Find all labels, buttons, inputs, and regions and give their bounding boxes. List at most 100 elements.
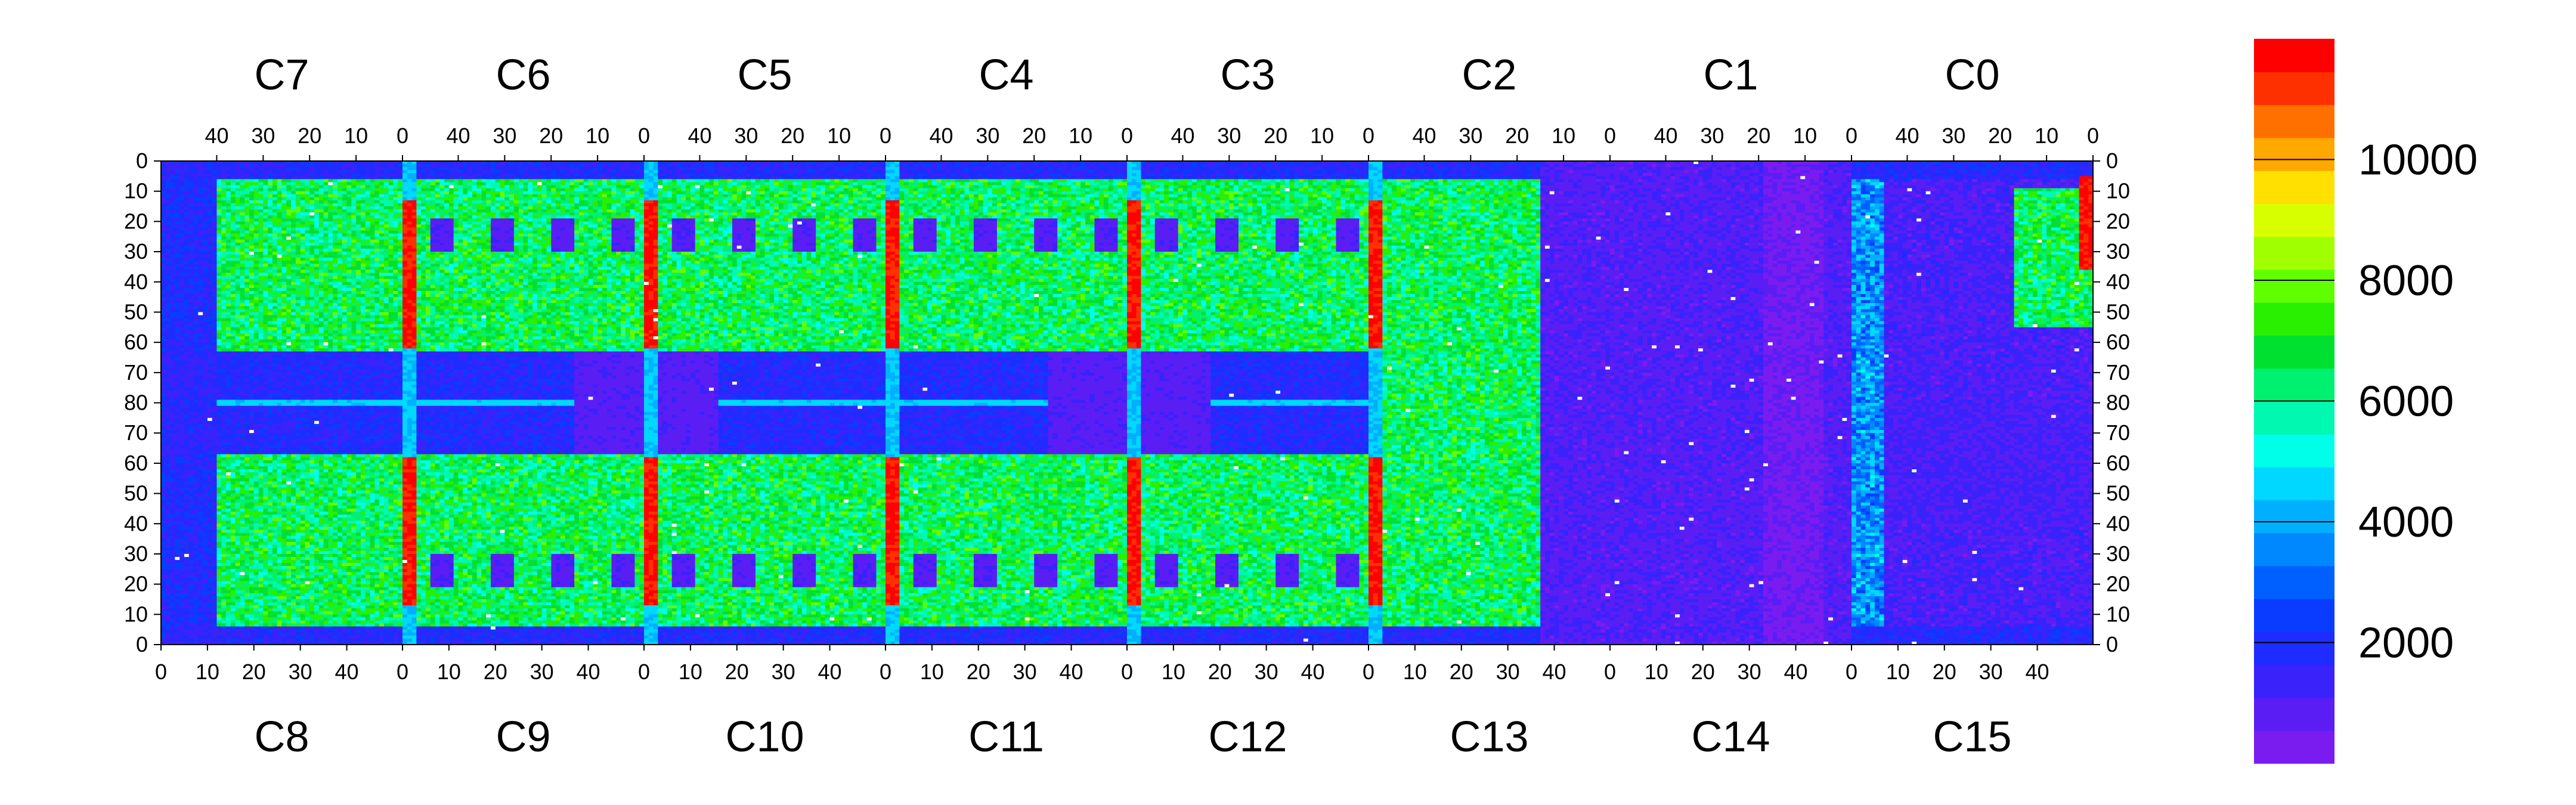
heatmap-cell-run bbox=[1332, 176, 1336, 179]
heatmap-cell-run bbox=[2042, 182, 2046, 185]
heatmap-cell-run bbox=[1382, 197, 1387, 201]
heatmap-cell-run bbox=[435, 206, 440, 210]
heatmap-cell-run bbox=[937, 167, 942, 171]
heatmap-cell-run bbox=[1545, 188, 1555, 192]
heatmap-cell-run bbox=[514, 206, 519, 210]
heatmap-cell-run bbox=[426, 173, 431, 177]
heatmap-cell-run bbox=[1011, 194, 1015, 198]
heatmap-cell-run bbox=[1940, 185, 1945, 189]
heatmap-cell-run bbox=[1628, 200, 1638, 204]
heatmap-cell-run bbox=[1503, 176, 1508, 179]
heatmap-cell-run bbox=[881, 194, 886, 198]
heatmap-cell-run bbox=[1252, 185, 1257, 189]
heatmap-cell-run bbox=[1220, 164, 1225, 168]
heatmap-cell-run bbox=[626, 182, 635, 185]
heatmap-cell-run bbox=[1080, 182, 1085, 185]
heatmap-cell-run bbox=[1072, 164, 1076, 168]
heatmap-cell-run bbox=[918, 167, 923, 171]
heatmap-cell-run bbox=[1090, 191, 1095, 195]
heatmap-cell-run bbox=[569, 194, 574, 198]
heatmap-cell-run bbox=[811, 200, 816, 204]
heatmap-cell-run bbox=[1137, 173, 1141, 177]
heatmap-cell-run bbox=[1852, 170, 1856, 174]
heatmap-cell-run bbox=[236, 188, 245, 192]
heatmap-cell-run bbox=[398, 170, 402, 174]
heatmap-cell-run bbox=[273, 191, 277, 195]
heatmap-cell-run bbox=[1044, 191, 1053, 195]
heatmap-cell-run bbox=[161, 185, 166, 189]
heatmap-cell-run bbox=[1145, 179, 1150, 182]
heatmap-cell-run bbox=[811, 197, 821, 201]
heatmap-cell-run bbox=[853, 167, 857, 171]
heatmap-cell-run bbox=[356, 170, 375, 174]
heatmap-cell-run bbox=[1522, 170, 1531, 174]
heatmap-cell-run bbox=[1912, 188, 1916, 192]
heatmap-cell-run bbox=[212, 173, 222, 177]
heatmap-cell-run bbox=[546, 206, 551, 210]
heatmap-cell-run bbox=[1015, 167, 1025, 171]
heatmap-cell-run bbox=[857, 176, 867, 179]
heatmap-cell-run bbox=[1215, 185, 1220, 189]
heatmap-cell-run bbox=[756, 185, 760, 189]
heatmap-cell-run bbox=[1508, 164, 1518, 168]
heatmap-cell-run bbox=[1243, 185, 1253, 189]
heatmap-cell-run bbox=[1457, 182, 1462, 185]
heatmap-cell-run bbox=[1382, 167, 1387, 171]
heatmap-cell-run bbox=[282, 182, 287, 185]
heatmap-cell-run bbox=[1225, 200, 1230, 204]
heatmap-cell-run bbox=[621, 182, 626, 185]
heatmap-cell-run bbox=[463, 188, 467, 192]
heatmap-cell-run bbox=[765, 179, 770, 182]
heatmap-cell-run bbox=[551, 194, 561, 198]
heatmap-cell-run bbox=[914, 188, 918, 192]
heatmap-cell-run bbox=[439, 182, 449, 185]
heatmap-cell-run bbox=[1490, 191, 1494, 195]
heatmap-cell-run bbox=[1364, 194, 1368, 198]
heatmap-cell-run bbox=[504, 203, 509, 207]
heatmap-cell-run bbox=[2028, 203, 2033, 207]
heatmap-cell-run bbox=[1420, 185, 1425, 189]
heatmap-cell-run bbox=[1062, 203, 1067, 207]
heatmap-cell-run bbox=[1888, 185, 1893, 189]
heatmap-cell-run bbox=[221, 173, 231, 177]
heatmap-cell-run bbox=[667, 182, 672, 185]
heatmap-cell-run bbox=[1113, 185, 1118, 189]
heatmap-cell-run bbox=[216, 170, 221, 174]
heatmap-cell-run bbox=[361, 203, 366, 207]
heatmap-cell-run bbox=[1740, 167, 1754, 171]
heatmap-cell-run bbox=[1387, 164, 1411, 168]
heatmap-cell-run bbox=[1415, 167, 1420, 171]
heatmap-cell-run bbox=[282, 200, 287, 204]
heatmap-cell-run bbox=[695, 179, 705, 182]
heatmap-cell-run bbox=[1852, 179, 1856, 182]
heatmap-cell-run bbox=[714, 194, 719, 198]
heatmap-cell-run bbox=[2060, 182, 2065, 185]
heatmap-cell-run bbox=[742, 167, 747, 171]
heatmap-cell-run bbox=[2075, 200, 2079, 204]
heatmap-cell-run bbox=[1182, 200, 1192, 204]
heatmap-cell-run bbox=[212, 194, 217, 198]
heatmap-cell-run bbox=[449, 173, 468, 177]
heatmap-cell-run bbox=[286, 167, 301, 171]
heatmap-cells bbox=[161, 161, 2094, 645]
heatmap-cell-run bbox=[296, 197, 301, 201]
heatmap-cell-run bbox=[765, 194, 770, 198]
heatmap-cell-run bbox=[1178, 164, 1193, 168]
heatmap-cell-run bbox=[1452, 188, 1457, 192]
heatmap-cell-run bbox=[491, 188, 496, 192]
heatmap-cell-run bbox=[328, 182, 333, 185]
heatmap-cell-run bbox=[1164, 173, 1174, 177]
heatmap-cell-run bbox=[1916, 170, 1921, 174]
heatmap-cell-run bbox=[1294, 170, 1304, 174]
heatmap-cell-run bbox=[203, 194, 208, 198]
heatmap-cell-run bbox=[1842, 200, 1847, 204]
heatmap-cell-run bbox=[1898, 176, 1908, 179]
heatmap-cell-run bbox=[2038, 176, 2047, 179]
heatmap-cell-run bbox=[677, 188, 682, 192]
heatmap-cell-run bbox=[259, 200, 264, 204]
heatmap-cell-run bbox=[1378, 173, 1383, 177]
heatmap-cell-run bbox=[1963, 176, 1968, 179]
heatmap-cell-run bbox=[844, 188, 849, 192]
heatmap-cell-run bbox=[1462, 188, 1466, 192]
heatmap-cell-run bbox=[1657, 179, 1685, 182]
